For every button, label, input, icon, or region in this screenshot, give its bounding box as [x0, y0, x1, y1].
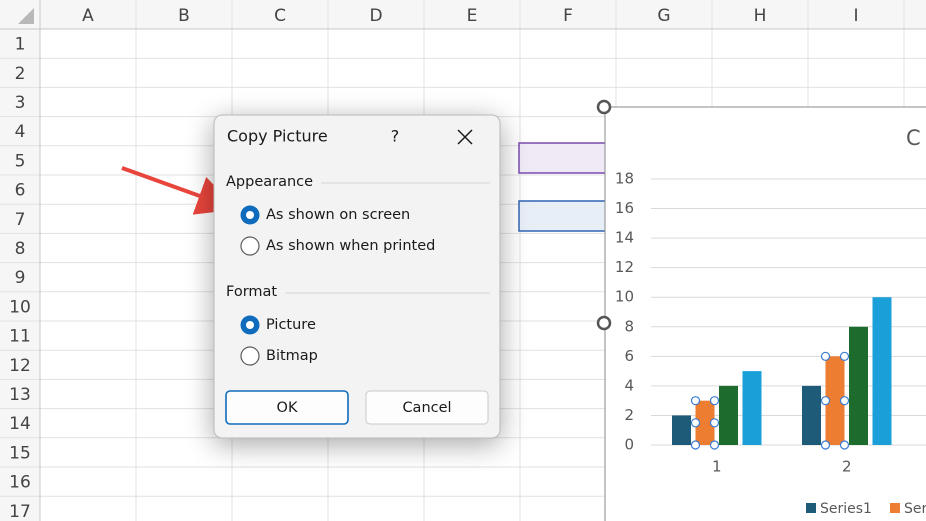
column-header[interactable]: D — [369, 6, 382, 26]
row-header-bar — [0, 0, 40, 521]
legend-swatch — [806, 503, 816, 513]
select-all[interactable] — [18, 8, 34, 24]
y-tick-label: 4 — [624, 376, 634, 394]
legend-label: Series1 — [820, 501, 872, 517]
row-header[interactable]: 1 — [15, 35, 26, 55]
radio-dot — [246, 211, 254, 219]
cell-highlight — [518, 142, 610, 174]
y-tick-label: 10 — [615, 288, 634, 306]
chart-handle[interactable] — [596, 99, 612, 115]
selection-handle — [820, 351, 831, 361]
annotation-arrow — [121, 166, 238, 215]
bar[interactable] — [849, 326, 868, 445]
column-header[interactable]: A — [82, 6, 94, 26]
y-tick-label: 0 — [624, 436, 634, 454]
row-header[interactable]: 15 — [9, 443, 31, 463]
radio[interactable] — [240, 236, 260, 256]
selection-handle — [820, 440, 831, 450]
selection-handle — [690, 396, 701, 406]
button-label[interactable]: OK — [277, 400, 298, 416]
column-header[interactable]: H — [754, 6, 767, 26]
column-header[interactable]: C — [274, 6, 286, 26]
selection-handle — [690, 418, 701, 428]
bar[interactable] — [825, 356, 845, 445]
x-tick-label: 1 — [712, 458, 722, 476]
section-label: Appearance — [226, 174, 313, 190]
button[interactable] — [365, 390, 489, 425]
selection-handle — [839, 351, 850, 361]
column-header[interactable]: B — [178, 6, 190, 26]
button-label[interactable]: Cancel — [402, 400, 451, 416]
radio-label[interactable]: Picture — [266, 317, 316, 333]
radio-label[interactable]: Bitmap — [266, 348, 318, 364]
row-header[interactable]: 5 — [15, 151, 26, 171]
row-header[interactable]: 13 — [9, 385, 31, 405]
column-header[interactable]: I — [853, 6, 858, 26]
column-header[interactable]: G — [657, 6, 670, 26]
row-header[interactable]: 9 — [15, 268, 26, 288]
row-header[interactable]: 7 — [15, 210, 26, 230]
bar[interactable] — [719, 385, 738, 445]
radio-label[interactable]: As shown when printed — [266, 238, 435, 254]
row-header[interactable]: 12 — [9, 356, 31, 376]
dialog-title: Copy Picture — [227, 127, 328, 146]
selection-handle — [820, 396, 831, 406]
y-tick-label: 8 — [624, 317, 634, 335]
row-header[interactable]: 16 — [9, 473, 31, 493]
y-tick-label: 14 — [615, 229, 634, 247]
close-button[interactable] — [457, 129, 473, 145]
row-header[interactable]: 8 — [15, 239, 26, 259]
radio[interactable] — [240, 346, 260, 366]
chart-title: C — [906, 126, 921, 150]
legend-swatch — [890, 503, 900, 513]
row-header[interactable]: 6 — [15, 181, 26, 201]
selection-handle — [709, 418, 720, 428]
bar[interactable] — [742, 371, 762, 445]
selection-handle — [839, 440, 850, 450]
row-header[interactable]: 11 — [9, 327, 31, 347]
y-tick-label: 16 — [615, 199, 634, 217]
row-header[interactable]: 17 — [9, 502, 31, 521]
column-header[interactable]: F — [563, 6, 573, 26]
column-header[interactable]: E — [467, 6, 478, 26]
bar[interactable] — [695, 400, 715, 445]
section-label: Format — [226, 284, 277, 300]
y-tick-label: 2 — [624, 406, 634, 424]
bar[interactable] — [802, 385, 821, 445]
legend-label: Series2 — [904, 501, 926, 517]
bar[interactable] — [672, 415, 691, 445]
selection-handle — [709, 396, 720, 406]
dialog-box — [213, 114, 501, 439]
selection-handle — [690, 440, 701, 450]
row-header[interactable]: 14 — [9, 414, 31, 434]
button[interactable] — [225, 390, 349, 425]
selection-handle — [709, 440, 720, 450]
y-tick-label: 6 — [624, 347, 634, 365]
row-header[interactable]: 3 — [15, 93, 26, 113]
chart-handle[interactable] — [596, 315, 612, 331]
row-header[interactable]: 10 — [9, 297, 31, 317]
row-header[interactable]: 4 — [15, 122, 26, 142]
selection-handle — [839, 396, 850, 406]
column-header-bar — [0, 0, 926, 29]
radio-dot — [246, 321, 254, 329]
y-tick-label: 12 — [615, 258, 634, 276]
cell-highlight — [518, 200, 610, 232]
x-tick-label: 2 — [842, 458, 852, 476]
bar[interactable] — [872, 297, 892, 445]
row-header[interactable]: 2 — [15, 64, 26, 84]
y-tick-label: 18 — [615, 170, 634, 188]
help-button[interactable]: ? — [391, 127, 400, 146]
radio-label[interactable]: As shown on screen — [266, 207, 410, 223]
